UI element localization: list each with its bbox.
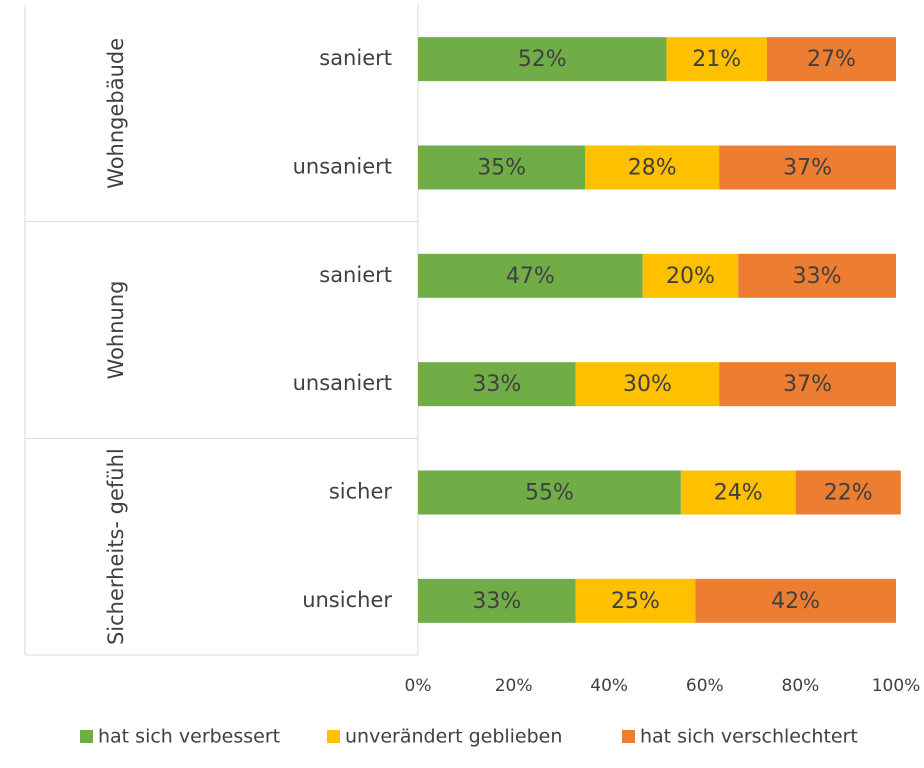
data-label: 47% (506, 264, 555, 289)
data-label: 22% (824, 481, 873, 506)
category-label: sicher (329, 480, 393, 504)
data-label: 20% (666, 264, 715, 289)
legend-label: unverändert geblieben (345, 726, 562, 748)
data-label: 37% (783, 156, 832, 181)
legend-swatch (622, 730, 635, 743)
bar-segment (719, 145, 896, 190)
data-label: 52% (518, 47, 567, 72)
data-label: 28% (628, 156, 677, 181)
bar-segment (585, 145, 720, 190)
bar-segment (418, 37, 667, 82)
bar-segment (418, 145, 586, 190)
bar-segment (680, 470, 796, 515)
bar-segment (766, 37, 896, 82)
x-tick-label: 0% (405, 676, 432, 696)
data-label: 42% (771, 589, 820, 614)
bar-segment (695, 578, 896, 623)
group-label: Sicherheits- gefühl (104, 448, 128, 645)
legend-swatch (327, 730, 340, 743)
x-tick-label: 60% (686, 676, 724, 696)
category-label: unsaniert (293, 155, 392, 179)
legend-label: hat sich verschlechtert (640, 726, 858, 748)
group-label: Wohngebäude (104, 38, 128, 189)
bar-segment (418, 253, 643, 298)
data-label: 24% (714, 481, 763, 506)
bar-segment (795, 470, 901, 515)
bar-segment (418, 362, 576, 407)
bar-segment (575, 362, 720, 407)
data-label: 55% (525, 481, 574, 506)
data-label: 30% (623, 372, 672, 397)
data-label: 27% (807, 47, 856, 72)
data-label: 37% (783, 372, 832, 397)
bar-segment (738, 253, 896, 298)
data-label: 33% (472, 372, 521, 397)
bar-segment (642, 253, 739, 298)
data-label: 25% (611, 589, 660, 614)
x-tick-label: 40% (590, 676, 628, 696)
category-label: saniert (319, 46, 392, 70)
bar-segment (575, 578, 696, 623)
x-tick-label: 80% (782, 676, 820, 696)
group-label: Wohnung (104, 281, 128, 380)
x-tick-label: 100% (872, 676, 921, 696)
category-label: unsaniert (293, 371, 392, 395)
bar-segment (418, 578, 576, 623)
data-label: 35% (477, 156, 526, 181)
bar-segment (719, 362, 896, 407)
x-tick-label: 20% (495, 676, 533, 696)
legend-label: hat sich verbessert (98, 726, 280, 748)
legend-swatch (80, 730, 93, 743)
category-label: unsicher (302, 588, 392, 612)
bar-segment (666, 37, 767, 82)
category-label: saniert (319, 263, 392, 287)
bar-segment (418, 470, 681, 515)
data-label: 21% (692, 47, 741, 72)
data-label: 33% (472, 589, 521, 614)
data-label: 33% (793, 264, 842, 289)
